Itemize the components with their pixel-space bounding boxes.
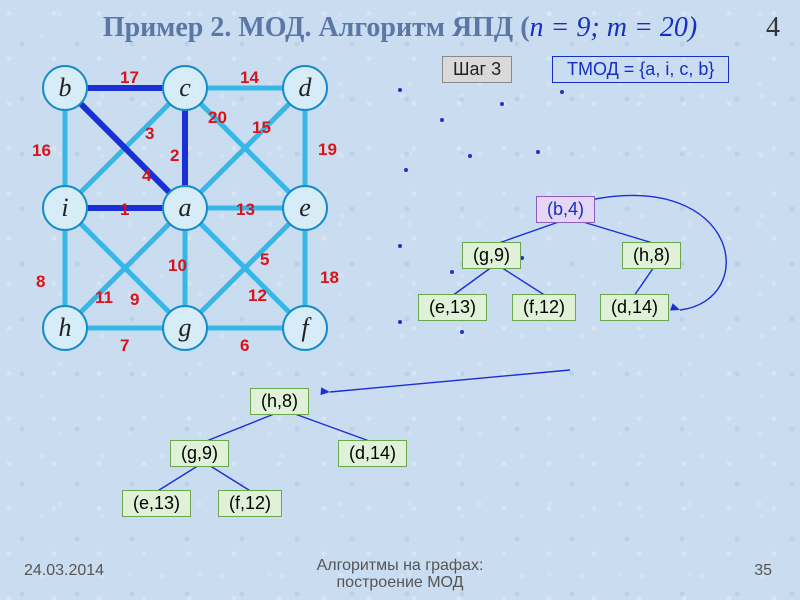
vertex-h: h xyxy=(42,305,88,351)
weight-1: 1 xyxy=(120,200,129,220)
decor-dot xyxy=(450,270,454,274)
heap-node-(d,14): (d,14) xyxy=(600,294,669,321)
vertex-d: d xyxy=(282,65,328,111)
heap-node-(f,12): (f,12) xyxy=(218,490,282,517)
heap-node-(b,4): (b,4) xyxy=(536,196,595,223)
weight-6: 6 xyxy=(240,336,249,356)
weight-14: 14 xyxy=(240,68,259,88)
step-box: Шаг 3 xyxy=(442,56,512,83)
vertex-i: i xyxy=(42,185,88,231)
weight-9: 9 xyxy=(130,290,139,310)
tmod-box: ТМОД = {a, i, c, b} xyxy=(552,56,729,83)
vertex-a: a xyxy=(162,185,208,231)
decor-dot xyxy=(404,168,408,172)
weight-13: 13 xyxy=(236,200,255,220)
decor-dot xyxy=(398,320,402,324)
heap-node-(e,13): (e,13) xyxy=(122,490,191,517)
graph: b c d i a e h g f 17 14 16 3 20 15 19 241 13 8 10 5 18 11 9 12 7 6 xyxy=(20,58,380,378)
weight-15: 15 xyxy=(252,118,271,138)
weight-8: 8 xyxy=(36,272,45,292)
weight-5: 5 xyxy=(260,250,269,270)
title-prefix: Пример 2. МОД. Алгоритм ЯПД ( xyxy=(103,12,530,43)
weight-10: 10 xyxy=(168,256,187,276)
weight-18: 18 xyxy=(320,268,339,288)
weight-4: 4 xyxy=(142,166,151,186)
title-n: n xyxy=(530,12,544,43)
vertex-b: b xyxy=(42,65,88,111)
title-m: m xyxy=(607,12,627,43)
heap-node-(d,14): (d,14) xyxy=(338,440,407,467)
decor-dot xyxy=(398,88,402,92)
weight-17: 17 xyxy=(120,68,139,88)
heap-node-(g,9): (g,9) xyxy=(462,242,521,269)
heap-node-(h,8): (h,8) xyxy=(622,242,681,269)
vertex-e: e xyxy=(282,185,328,231)
heap-node-(e,13): (e,13) xyxy=(418,294,487,321)
decor-dot xyxy=(440,118,444,122)
weight-3: 3 xyxy=(145,124,154,144)
heap-node-(g,9): (g,9) xyxy=(170,440,229,467)
weight-20: 20 xyxy=(208,108,227,128)
weight-12: 12 xyxy=(248,286,267,306)
weight-11: 11 xyxy=(95,288,113,308)
weight-19: 19 xyxy=(318,140,337,160)
footer-center: Алгоритмы на графах: построение МОД xyxy=(0,557,800,592)
heap-node-(h,8): (h,8) xyxy=(250,388,309,415)
footer-line2: построение МОД xyxy=(337,574,464,591)
vertex-g: g xyxy=(162,305,208,351)
title-mval: = 20) xyxy=(627,12,697,43)
decor-dot xyxy=(468,154,472,158)
vertex-c: c xyxy=(162,65,208,111)
heap-node-(f,12): (f,12) xyxy=(512,294,576,321)
decor-dot xyxy=(536,150,540,154)
weight-7: 7 xyxy=(120,336,129,356)
slide-number-top: 4 xyxy=(766,12,780,44)
decor-dot xyxy=(560,90,564,94)
vertex-f: f xyxy=(282,305,328,351)
title-nval: = 9; xyxy=(544,12,607,43)
footer-line1: Алгоритмы на графах: xyxy=(317,557,484,574)
page-title: Пример 2. МОД. Алгоритм ЯПД (n = 9; m = … xyxy=(0,12,800,44)
weight-16: 16 xyxy=(32,141,51,161)
footer-page: 35 xyxy=(754,562,772,580)
decor-dot xyxy=(460,330,464,334)
decor-dot xyxy=(500,102,504,106)
weight-2: 2 xyxy=(170,146,179,166)
decor-dot xyxy=(398,244,402,248)
